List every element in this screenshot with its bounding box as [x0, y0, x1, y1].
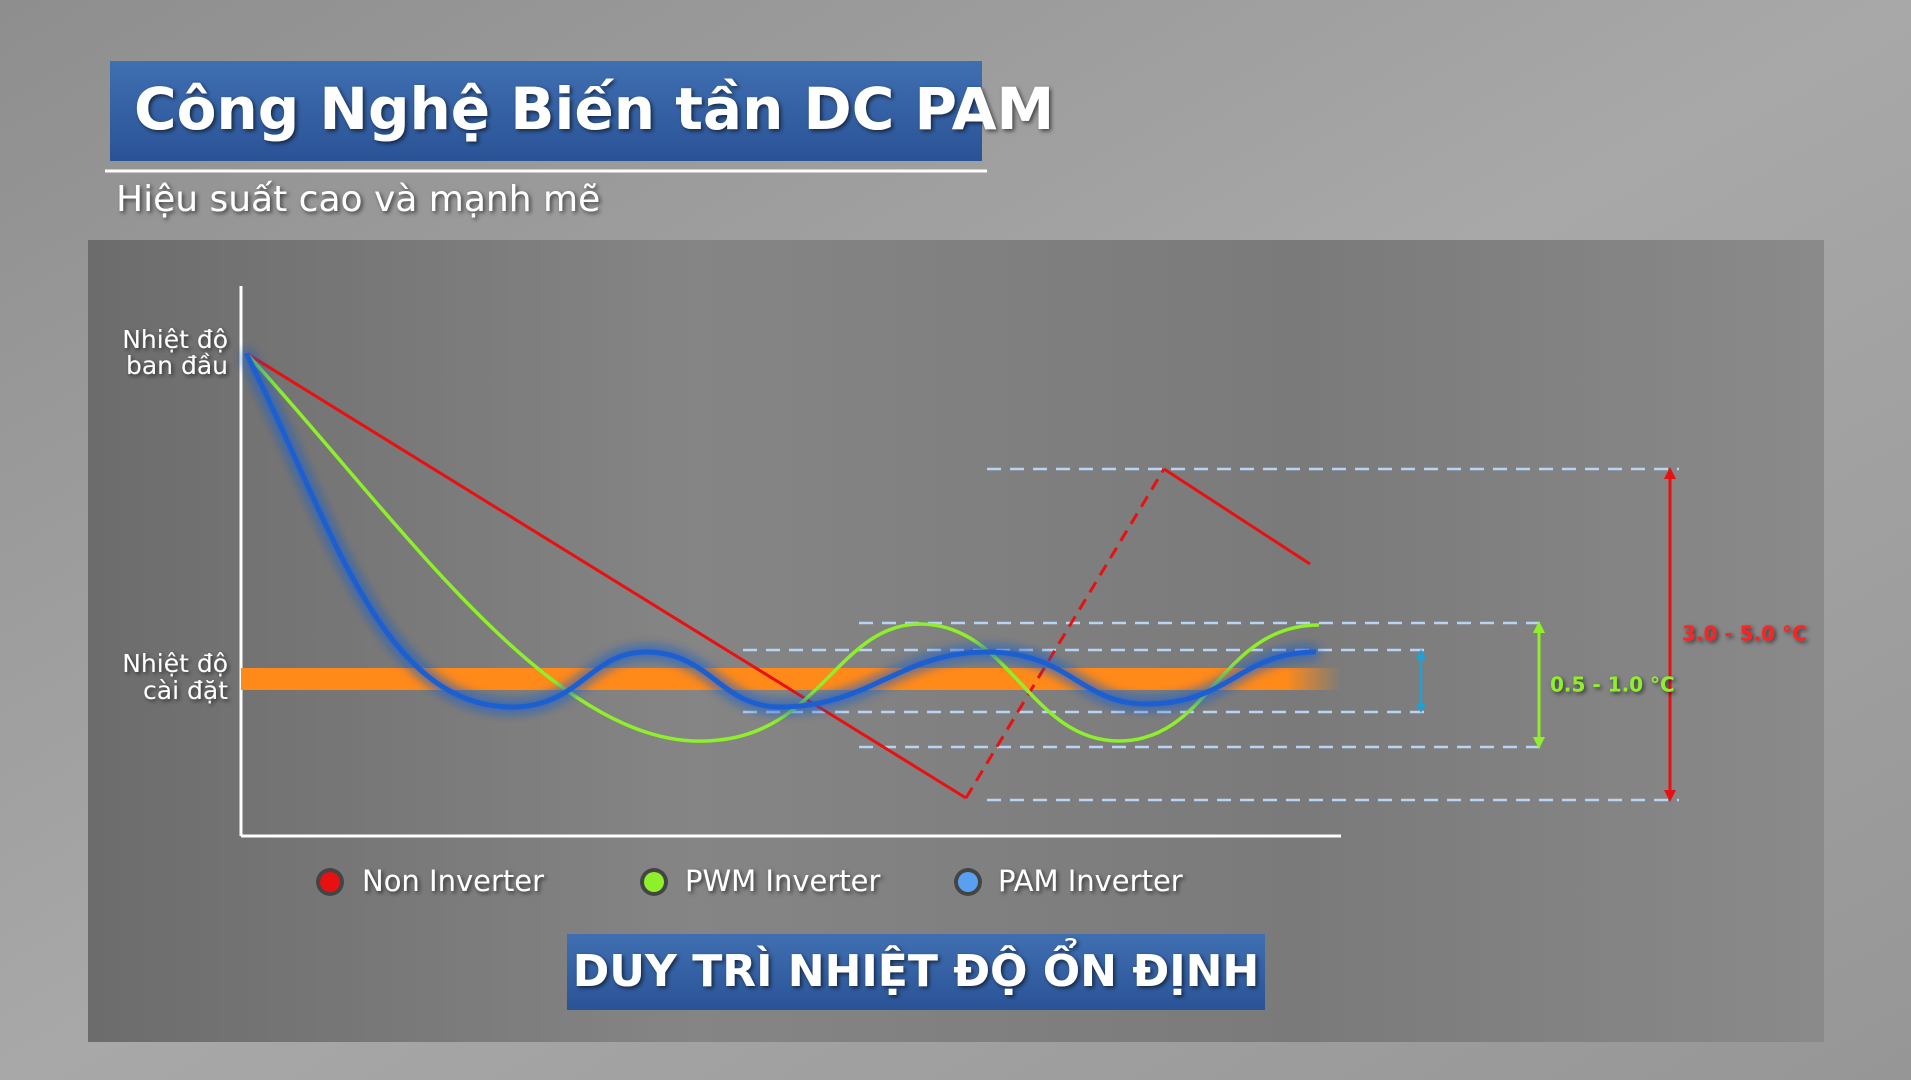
setpoint-band: [241, 668, 1341, 690]
title-box: [110, 61, 982, 161]
legend-dot: [958, 872, 978, 892]
range-lines: [743, 467, 1679, 802]
panel: [88, 240, 1824, 1042]
legend-label: PWM Inverter: [685, 864, 880, 898]
title: Công Nghệ Biến tần DC PAM: [134, 75, 1054, 143]
legend: Non Inverter PWM Inverter PAM Inverter: [316, 864, 1183, 898]
pwm-curve: [244, 351, 1320, 743]
axis-label: cài đặt: [143, 676, 228, 705]
range-label: 3.0 - 5.0 °C: [1682, 622, 1807, 646]
axis-label: ban đầu: [126, 351, 228, 380]
legend-dot: [644, 872, 664, 892]
legend-dot: [320, 872, 340, 892]
subtitle: Hiệu suất cao và mạnh mẽ: [116, 179, 600, 220]
legend-label: Non Inverter: [362, 864, 544, 898]
non-inverter-line: [245, 351, 967, 800]
footer-banner: DUY TRÌ NHIỆT ĐỘ ỔN ĐỊNH: [573, 937, 1259, 997]
non-inverter-line: [1163, 467, 1311, 566]
range-label: 0.5 - 1.0 °C: [1550, 673, 1675, 697]
axes: [239, 286, 1341, 838]
pam-curve: [243, 351, 1317, 710]
non-inverter-dash: [964, 468, 1166, 799]
footer-box: [567, 934, 1265, 1010]
axis-label: Nhiệt độ: [122, 325, 228, 354]
axis-label: Nhiệt độ: [122, 649, 228, 678]
legend-label: PAM Inverter: [998, 864, 1183, 898]
